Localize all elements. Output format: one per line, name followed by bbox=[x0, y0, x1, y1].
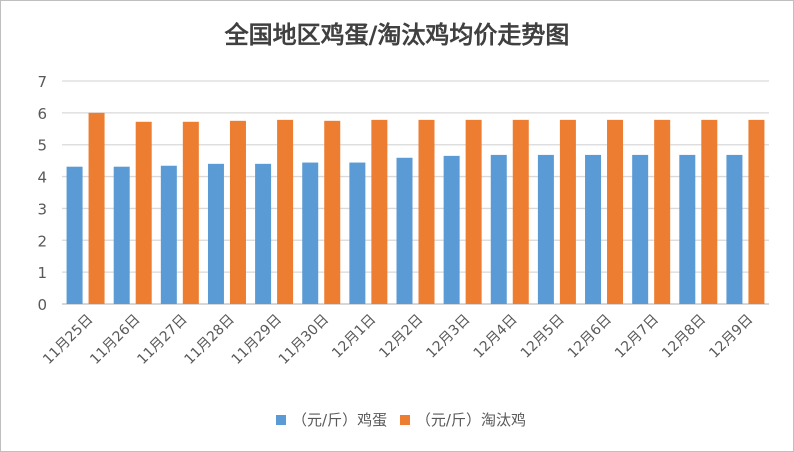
bar-egg bbox=[396, 157, 413, 304]
x-tick-label: 12月5日 bbox=[518, 312, 568, 362]
bar-hen bbox=[559, 119, 576, 304]
x-tick-label: 12月3日 bbox=[423, 312, 473, 362]
chart-title: 全国地区鸡蛋/淘汰鸡均价走势图 bbox=[224, 21, 570, 49]
x-tick-label: 12月2日 bbox=[376, 312, 426, 362]
bar-egg bbox=[66, 166, 83, 304]
bar-hen bbox=[182, 121, 199, 304]
legend-label-egg: （元/斤）鸡蛋 bbox=[292, 411, 388, 429]
bar-egg bbox=[679, 154, 696, 304]
x-tick-label: 11月28日 bbox=[181, 312, 237, 368]
bar-hen bbox=[418, 119, 435, 304]
bar-egg bbox=[632, 154, 649, 304]
y-tick-label: 0 bbox=[37, 296, 47, 314]
legend-swatch-hen bbox=[399, 415, 410, 425]
x-tick-label: 12月7日 bbox=[612, 312, 662, 362]
y-tick-label: 1 bbox=[37, 264, 47, 282]
x-tick-label: 12月6日 bbox=[565, 312, 615, 362]
x-tick-label: 12月9日 bbox=[706, 312, 756, 362]
bar-hen bbox=[512, 119, 529, 304]
x-tick-label: 11月30日 bbox=[276, 312, 332, 368]
bar-egg bbox=[302, 162, 319, 304]
bar-hen bbox=[465, 119, 482, 304]
bar-egg bbox=[160, 165, 177, 304]
bar-egg bbox=[537, 154, 554, 304]
x-tick-label: 11月29日 bbox=[229, 312, 285, 368]
bar-hen bbox=[88, 112, 105, 304]
y-tick-label: 5 bbox=[37, 137, 47, 155]
y-tick-label: 3 bbox=[37, 200, 47, 218]
bar-egg bbox=[349, 162, 366, 304]
bar-hen bbox=[748, 119, 765, 304]
x-tick-label: 11月27日 bbox=[134, 312, 190, 368]
x-tick-label: 12月1日 bbox=[329, 312, 379, 362]
x-tick-label: 12月8日 bbox=[659, 312, 709, 362]
y-tick-label: 7 bbox=[37, 73, 47, 91]
y-tick-label: 2 bbox=[37, 232, 47, 250]
y-tick-label: 6 bbox=[37, 105, 47, 123]
x-tick-label: 11月25日 bbox=[40, 312, 96, 368]
bar-hen bbox=[371, 119, 388, 304]
bar-egg bbox=[207, 163, 224, 304]
bar-hen bbox=[277, 119, 294, 304]
bar-hen bbox=[701, 119, 718, 304]
bar-hen bbox=[229, 120, 246, 304]
bar-hen bbox=[607, 119, 624, 304]
bar-egg bbox=[585, 154, 602, 304]
legend: （元/斤）鸡蛋 （元/斤）淘汰鸡 bbox=[1, 409, 793, 430]
y-tick-label: 4 bbox=[37, 169, 47, 187]
x-tick-label: 12月4日 bbox=[471, 312, 521, 362]
legend-swatch-egg bbox=[276, 415, 287, 425]
bar-hen bbox=[135, 121, 152, 304]
x-tick-label: 11月26日 bbox=[87, 312, 143, 368]
bar-egg bbox=[490, 154, 507, 304]
legend-label-hen: （元/斤）淘汰鸡 bbox=[415, 411, 526, 429]
bar-egg bbox=[726, 154, 743, 304]
bar-egg bbox=[255, 163, 272, 304]
bar-hen bbox=[324, 120, 341, 304]
bar-hen bbox=[654, 119, 671, 304]
bar-egg bbox=[443, 155, 460, 304]
bar-egg bbox=[113, 166, 130, 304]
